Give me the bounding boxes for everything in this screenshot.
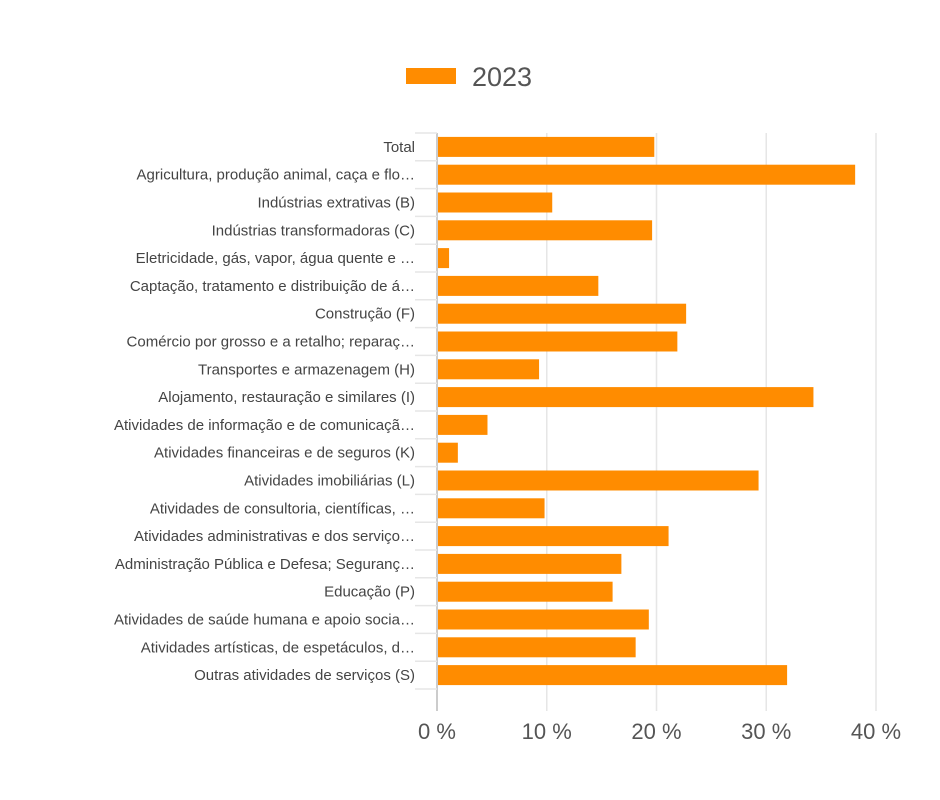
bar[interactable]: [438, 470, 759, 491]
bar[interactable]: [438, 164, 856, 185]
bar[interactable]: [438, 248, 450, 269]
category-label: Total: [383, 139, 415, 156]
bar[interactable]: [438, 275, 599, 296]
x-tick-label: 0 %: [418, 719, 456, 744]
category-label: Atividades administrativas e dos serviço…: [134, 528, 415, 545]
x-tick-labels: 0 % 10 % 20 % 30 % 40 %: [418, 719, 901, 744]
category-label: Alojamento, restauração e similares (I): [158, 389, 415, 406]
bar[interactable]: [438, 359, 540, 380]
category-label: Comércio por grosso e a retalho; reparaç…: [127, 334, 415, 351]
legend[interactable]: 2023: [406, 62, 532, 92]
category-label: Eletricidade, gás, vapor, água quente e …: [136, 250, 415, 267]
bar[interactable]: [438, 498, 545, 519]
legend-label: 2023: [472, 62, 532, 92]
bar[interactable]: [438, 442, 458, 463]
category-label: Atividades artísticas, de espetáculos, d…: [141, 639, 415, 656]
bar[interactable]: [438, 192, 553, 213]
x-tick-label: 40 %: [851, 719, 901, 744]
x-tick-label: 10 %: [522, 719, 572, 744]
category-label: Educação (P): [324, 584, 415, 601]
bar[interactable]: [438, 637, 636, 658]
category-label: Outras atividades de serviços (S): [194, 667, 415, 684]
bar[interactable]: [438, 387, 814, 408]
category-label: Construção (F): [315, 306, 415, 323]
category-label: Atividades de informação e de comunicaçã…: [114, 417, 415, 434]
bar[interactable]: [438, 526, 669, 547]
category-label: Administração Pública e Defesa; Seguranç…: [115, 556, 415, 573]
bar[interactable]: [438, 331, 678, 352]
category-label: Transportes e armazenagem (H): [198, 361, 415, 378]
category-label: Atividades de saúde humana e apoio socia…: [114, 612, 415, 629]
category-labels: Total Agricultura, produção animal, caça …: [114, 139, 415, 684]
x-tick-label: 30 %: [741, 719, 791, 744]
category-label: Indústrias transformadoras (C): [212, 222, 415, 239]
category-label: Captação, tratamento e distribuição de á…: [130, 278, 415, 295]
bar[interactable]: [438, 581, 613, 602]
bar[interactable]: [438, 136, 655, 157]
category-label: Atividades imobiliárias (L): [244, 473, 415, 490]
legend-swatch: [406, 68, 456, 84]
category-label: Atividades financeiras e de seguros (K): [154, 445, 415, 462]
category-label: Agricultura, produção animal, caça e flo…: [137, 167, 415, 184]
category-label: Atividades de consultoria, científicas, …: [150, 500, 415, 517]
category-label: Indústrias extrativas (B): [257, 195, 415, 212]
bar[interactable]: [438, 303, 687, 324]
bar[interactable]: [438, 665, 788, 686]
bars: [438, 136, 856, 686]
x-tick-label: 20 %: [631, 719, 681, 744]
bar[interactable]: [438, 414, 488, 435]
bar[interactable]: [438, 553, 622, 574]
bar[interactable]: [438, 609, 649, 630]
bar[interactable]: [438, 220, 653, 241]
